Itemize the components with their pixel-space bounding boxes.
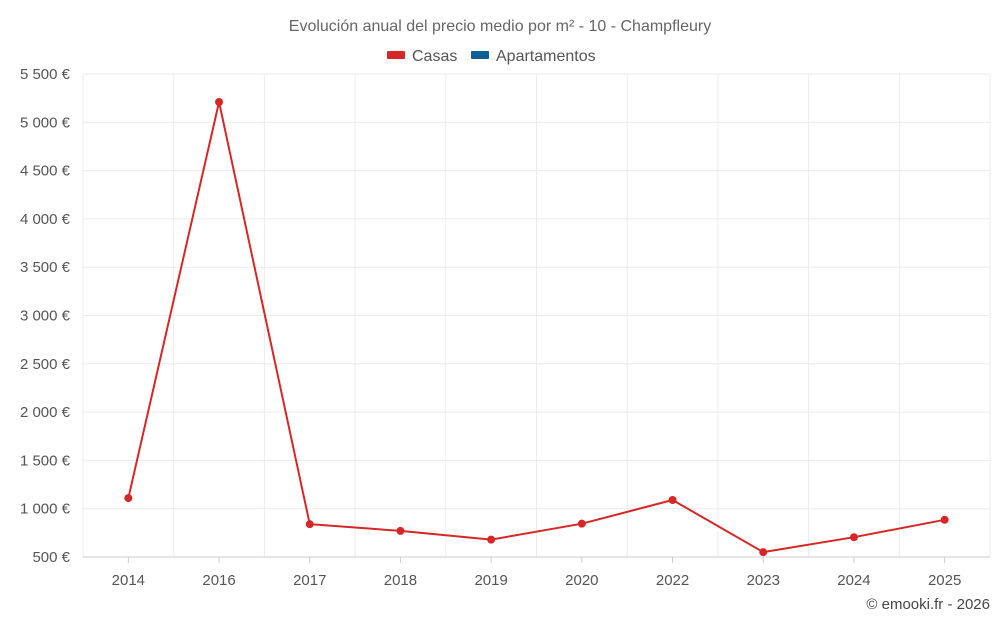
x-tick-label: 2025 [928, 572, 961, 589]
x-tick-label: 2014 [112, 572, 145, 589]
y-tick-label: 3 500 € [20, 259, 71, 276]
legend: Casas Apartamentos [387, 48, 596, 65]
y-tick-label: 3 000 € [20, 308, 71, 325]
y-tick-label: 5 500 € [20, 66, 71, 83]
x-tick-label: 2019 [474, 572, 507, 589]
x-tick-label: 2017 [293, 572, 326, 589]
x-tick-label: 2024 [837, 572, 870, 589]
y-tick-label: 1 000 € [20, 501, 71, 518]
y-axis-labels: 500 € 1 000 € 1 500 € 2 000 € 2 500 € 3 000 €… [20, 66, 71, 566]
data-point-2025[interactable] [940, 515, 949, 524]
y-tick-label: 2 000 € [20, 404, 71, 421]
series-line-casas [127, 101, 945, 554]
x-tick-label: 2018 [384, 572, 417, 589]
data-point-2018[interactable] [396, 526, 405, 535]
y-tick-label: 500 € [32, 549, 70, 566]
y-tick-label: 5 000 € [20, 114, 71, 131]
data-point-2020[interactable] [577, 519, 586, 528]
chart-credit: © emooki.fr - 2026 [866, 596, 990, 613]
legend-label-casas[interactable]: Casas [412, 48, 457, 65]
series-casas [124, 98, 949, 557]
data-point-2014[interactable] [124, 494, 133, 503]
legend-swatch-apartamentos[interactable] [471, 51, 489, 59]
y-tick-label: 2 500 € [20, 356, 71, 373]
data-point-2017[interactable] [305, 520, 314, 529]
y-tick-label: 4 000 € [20, 211, 71, 228]
x-tick-label: 2022 [656, 572, 689, 589]
x-tick-label: 2020 [565, 572, 598, 589]
y-tick-label: 4 500 € [20, 163, 71, 180]
data-point-2023[interactable] [759, 548, 768, 557]
x-tick-label: 2016 [202, 572, 235, 589]
data-point-2019[interactable] [487, 535, 496, 544]
legend-label-apartamentos[interactable]: Apartamentos [496, 48, 596, 65]
legend-swatch-casas[interactable] [387, 51, 405, 59]
data-point-2024[interactable] [849, 533, 858, 542]
x-tick-label: 2023 [747, 572, 780, 589]
data-point-2016[interactable] [215, 98, 224, 107]
data-point-2022[interactable] [668, 496, 677, 505]
gridlines [82, 73, 991, 558]
chart-title: Evolución anual del precio medio por m² … [289, 18, 711, 35]
x-axis-labels: 2014 2016 2017 2018 2019 2020 2022 2023 2024 2025 [112, 557, 961, 589]
y-tick-label: 1 500 € [20, 452, 71, 469]
